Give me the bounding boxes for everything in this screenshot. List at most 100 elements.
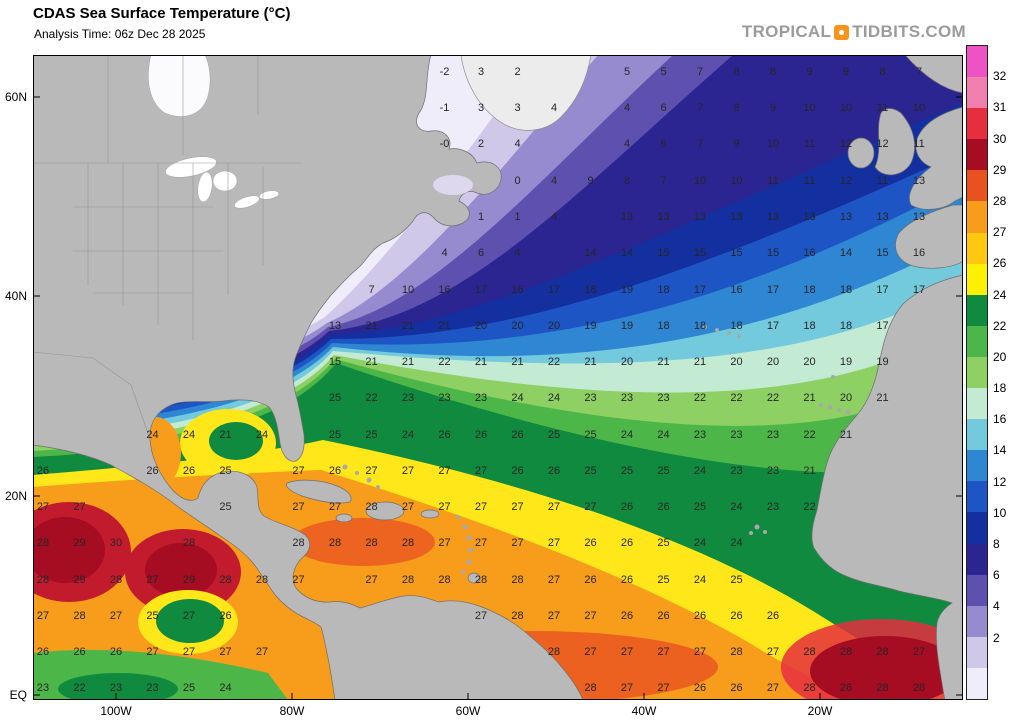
lake-michigan <box>197 171 213 203</box>
page-title: CDAS Sea Surface Temperature (°C) <box>33 5 291 22</box>
sst-value: 2 <box>477 138 485 150</box>
sst-value: 18 <box>803 320 816 332</box>
sst-value: 28 <box>292 537 305 549</box>
sst-value: 27 <box>438 537 451 549</box>
sst-value: 24 <box>730 501 743 513</box>
sst-value: 16 <box>730 284 743 296</box>
sst-value: 13 <box>766 211 780 223</box>
sst-value: 23 <box>766 501 780 513</box>
sst-value: 26 <box>620 610 634 622</box>
sst-value: 21 <box>511 356 524 368</box>
colorbar-segment <box>967 294 987 326</box>
sst-value: 21 <box>839 429 853 441</box>
sst-value: 7 <box>696 102 704 114</box>
sst-value: 24 <box>146 429 159 441</box>
land-africa <box>811 274 964 701</box>
sst-value: 12 <box>839 138 853 150</box>
islands-cape-verde <box>749 524 767 535</box>
sst-value: 27 <box>474 610 488 622</box>
sst-value: 24 <box>693 537 707 549</box>
sst-value: 22 <box>803 429 816 441</box>
sst-value: 23 <box>36 682 50 694</box>
sst-value: 27 <box>511 501 524 513</box>
sst-value: 18 <box>584 284 597 296</box>
sst-value: 27 <box>693 646 707 658</box>
sst-value: 20 <box>766 356 780 368</box>
sst-value: 27 <box>474 501 488 513</box>
sst-value: 3 <box>477 102 485 114</box>
colorbar-label: 20 <box>993 349 1007 364</box>
sst-value: 27 <box>401 465 415 477</box>
sst-value: 27 <box>328 501 342 513</box>
sst-value: -1 <box>439 102 450 114</box>
sst-value: 25 <box>584 429 597 441</box>
sst-value: 15 <box>766 247 780 259</box>
sst-value: 27 <box>547 574 561 586</box>
sst-value: 27 <box>584 646 597 658</box>
sst-value: 18 <box>730 320 743 332</box>
sst-value: 23 <box>401 392 415 404</box>
sst-value: 14 <box>620 247 634 259</box>
sst-value: 13 <box>876 211 889 223</box>
sst-value: 25 <box>547 429 561 441</box>
sst-value: 5 <box>660 66 667 78</box>
sst-value: 22 <box>73 682 86 694</box>
sst-value: 28 <box>547 646 561 658</box>
sst-value: 17 <box>876 320 889 332</box>
sst-value: 21 <box>803 392 816 404</box>
sst-value: 28 <box>511 610 524 622</box>
sst-value: 29 <box>73 537 86 549</box>
sst-value: 10 <box>693 175 707 187</box>
sst-value: 27 <box>292 501 305 513</box>
sst-value: 18 <box>693 320 707 332</box>
sst-value: 15 <box>657 247 670 259</box>
sst-value: 2 <box>514 66 521 78</box>
sst-value: 28 <box>328 537 342 549</box>
islands-azores <box>703 325 741 338</box>
colorbar-segment <box>967 201 987 233</box>
sst-value: 24 <box>730 537 743 549</box>
colorbar-segment <box>967 450 987 482</box>
sst-value: 19 <box>584 320 597 332</box>
sst-value: 23 <box>584 392 597 404</box>
land-cuba <box>286 479 352 504</box>
sst-value: 11 <box>803 175 816 187</box>
sst-value: 28 <box>219 574 232 586</box>
sst-value: 26 <box>730 610 743 622</box>
sst-value: 4 <box>441 247 448 259</box>
sst-value: 13 <box>730 211 743 223</box>
sst-value: 27 <box>474 537 488 549</box>
sst-value: 9 <box>769 102 777 114</box>
sst-value: 27 <box>620 646 634 658</box>
colorbar <box>966 45 988 700</box>
sst-value: 24 <box>693 465 707 477</box>
lakes <box>148 54 473 209</box>
analysis-time: Analysis Time: 06z Dec 28 2025 <box>34 27 206 41</box>
map-canvas <box>7 54 981 715</box>
sst-value: 26 <box>146 465 159 477</box>
sst-value: 24 <box>547 392 561 404</box>
colorbar-segment <box>967 574 987 606</box>
sst-value: 25 <box>657 465 670 477</box>
sst-value: 10 <box>912 102 926 114</box>
colorbar-segment <box>967 356 987 389</box>
sst-value: 13 <box>657 211 670 223</box>
sst-value: 26 <box>109 646 123 658</box>
sst-value: 27 <box>146 646 159 658</box>
sst-value: 27 <box>73 501 86 513</box>
sst-value: 26 <box>766 610 780 622</box>
sst-value: 17 <box>912 284 926 296</box>
colorbar-label: 14 <box>993 443 1007 458</box>
sst-value: 28 <box>401 537 415 549</box>
sst-value: 20 <box>474 320 488 332</box>
sst-value: 22 <box>547 356 561 368</box>
colorbar-segment <box>967 481 987 513</box>
sst-value: 25 <box>365 429 378 441</box>
sst-value: 9 <box>587 175 594 187</box>
sst-value: 9 <box>733 138 740 150</box>
colorbar-label: 18 <box>993 381 1007 396</box>
sst-value: 28 <box>255 574 269 586</box>
lake-huron <box>212 170 238 192</box>
sst-value: 6 <box>477 247 485 259</box>
